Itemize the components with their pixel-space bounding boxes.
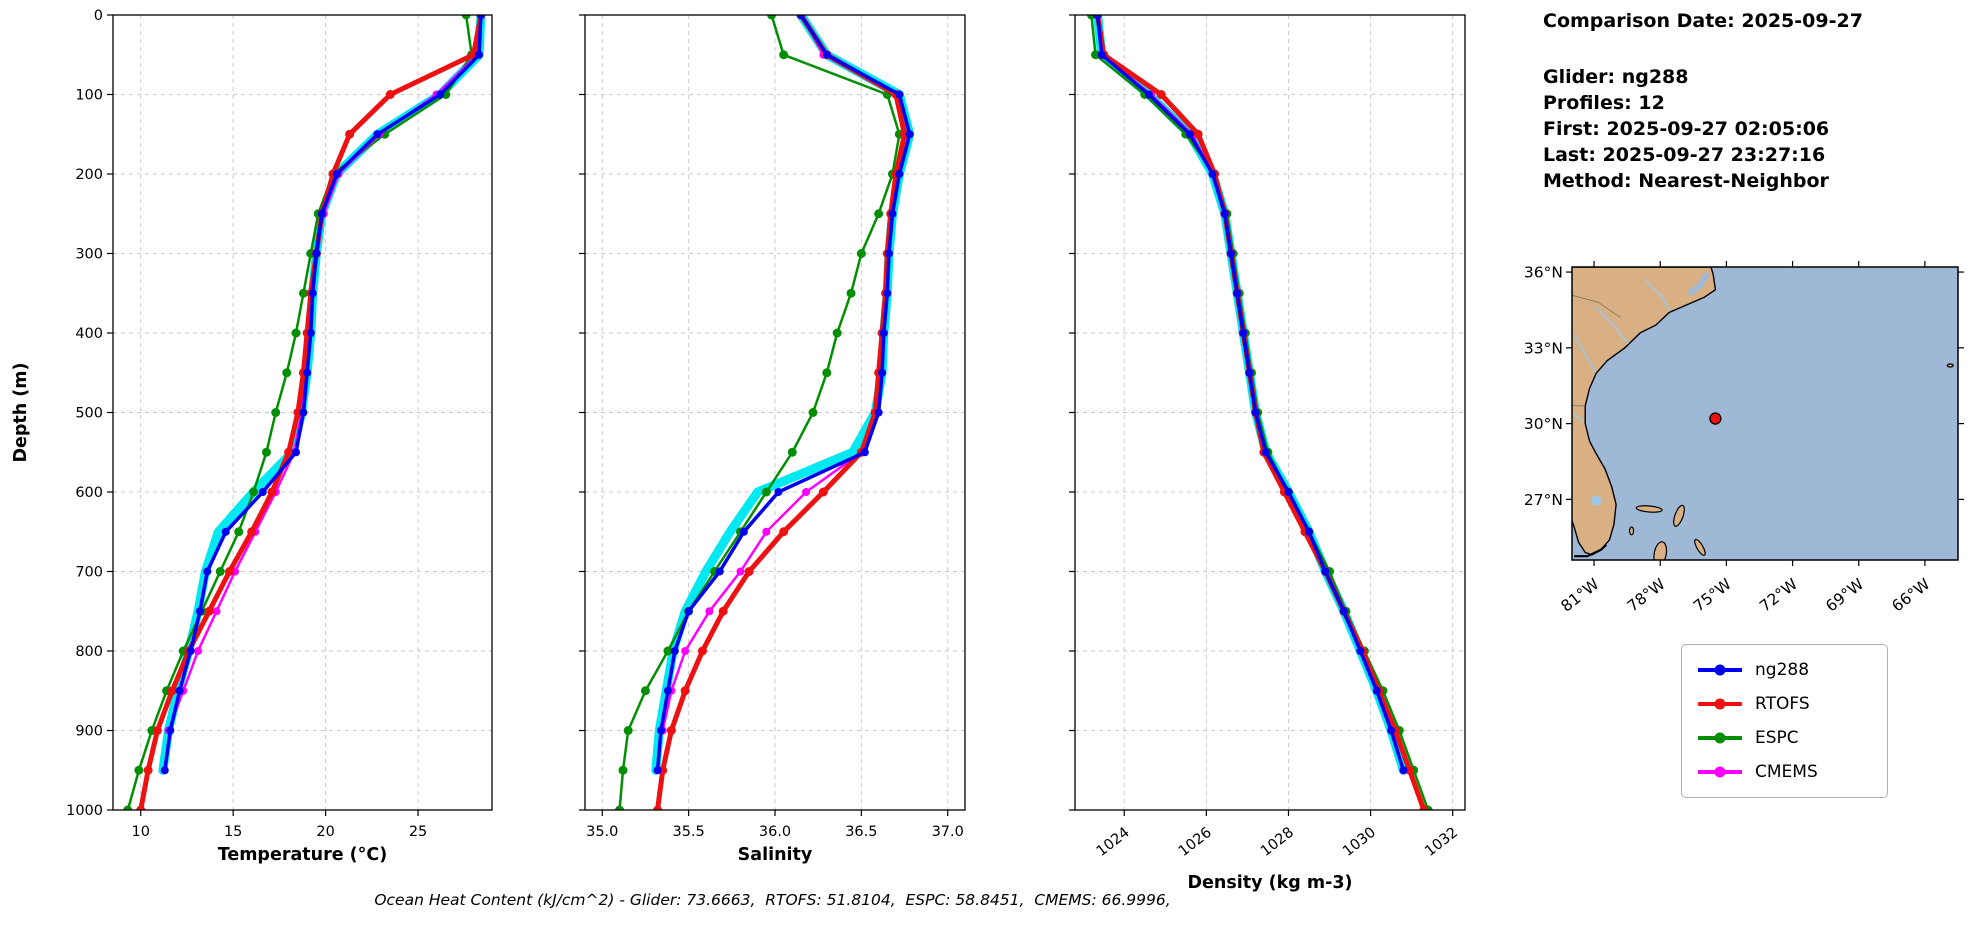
river [1572,412,1585,423]
svg-text:25: 25 [409,824,427,840]
svg-text:Temperature (°C): Temperature (°C) [218,845,388,865]
island [1628,526,1635,536]
series-ng288 [163,14,483,773]
river [1595,306,1629,345]
legend-line-marker [1698,698,1742,710]
svg-text:35.5: 35.5 [672,824,704,840]
svg-text:1028: 1028 [1258,825,1297,860]
legend-item-rtofs: RTOFS [1698,687,1871,721]
location-map: 81°W 78°W 75°W 72°W 69°W 66°W 36°N 33°N 30°N 27°N [1524,261,1964,616]
svg-text:66°W: 66°W [1889,575,1934,616]
legend: ng288 RTOFS ESPC CMEMS [1681,644,1888,798]
lake [1591,495,1602,506]
svg-text:1030: 1030 [1340,825,1379,860]
comparison-date-text: Comparison Date: 2025-09-27 [1543,10,1863,32]
first-profile-time-text: First: 2025-09-27 02:05:06 [1543,118,1830,140]
island [1635,505,1663,513]
svg-text:36.5: 36.5 [845,824,877,840]
series-ng288 [1095,14,1406,773]
svg-text:100: 100 [75,88,103,104]
island [1673,504,1685,527]
svg-text:30°N: 30°N [1524,415,1563,433]
svg-text:800: 800 [75,644,103,660]
svg-text:1026: 1026 [1176,825,1215,860]
svg-text:78°W: 78°W [1624,575,1669,616]
svg-text:1032: 1032 [1422,825,1461,860]
svg-text:500: 500 [75,406,103,422]
svg-text:20: 20 [316,824,334,840]
method-text: Method: Nearest-Neighbor [1543,170,1829,192]
legend-item-ng288: ng288 [1698,653,1871,687]
svg-text:15: 15 [224,824,242,840]
svg-text:600: 600 [75,485,103,501]
profiles-count-text: Profiles: 12 [1543,92,1665,114]
svg-text:700: 700 [75,565,103,581]
legend-line-marker [1698,766,1742,778]
svg-text:69°W: 69°W [1822,575,1867,616]
density-profile-chart: 1024 1026 1028 1030 1032 Density (kg m-3) [1069,14,1466,893]
svg-text:Salinity: Salinity [738,845,813,865]
series-CMEMS [167,14,483,732]
legend-label: ESPC [1755,728,1799,748]
svg-text:75°W: 75°W [1690,575,1735,616]
svg-text:Depth (m): Depth (m) [11,362,31,462]
series-glider-raw [158,14,486,775]
svg-text:27°N: 27°N [1524,491,1563,509]
river [1573,334,1596,373]
legend-item-espc: ESPC [1698,721,1871,755]
metadata-block: Comparison Date: 2025-09-27 Glider: ng28… [1543,8,1863,194]
svg-text:200: 200 [75,167,103,183]
legend-label: CMEMS [1755,762,1818,782]
land-coastline [1572,267,1717,556]
svg-text:81°W: 81°W [1558,575,1603,616]
river [1644,279,1671,312]
svg-text:1024: 1024 [1094,825,1133,860]
legend-line-marker [1698,732,1742,744]
legend-item-cmems: CMEMS [1698,755,1871,789]
svg-text:10: 10 [132,824,150,840]
series-CMEMS [661,14,908,732]
legend-label: ng288 [1755,660,1810,680]
svg-text:36.0: 36.0 [759,824,791,840]
series-ng288 [655,14,912,773]
legend-line-marker [1698,664,1742,676]
svg-text:400: 400 [75,326,103,342]
svg-text:Density (kg m-3): Density (kg m-3) [1187,873,1352,893]
svg-text:37.0: 37.0 [932,824,964,840]
temperature-profile-chart: 10 15 20 25 0 100 200 300 400 500 600 700 800 900 1000… [11,8,493,865]
last-profile-time-text: Last: 2025-09-27 23:27:16 [1543,144,1826,166]
svg-text:1000: 1000 [66,803,103,819]
svg-text:33°N: 33°N [1524,339,1563,357]
island [1694,538,1706,556]
svg-text:72°W: 72°W [1756,575,1801,616]
svg-text:300: 300 [75,247,103,263]
svg-text:35.0: 35.0 [586,824,618,840]
series-glider-raw [651,14,915,775]
glider-name-text: Glider: ng288 [1543,66,1689,88]
island [1946,363,1954,368]
series-RTOFS [138,14,484,811]
svg-text:36°N: 36°N [1524,264,1563,282]
salinity-profile-chart: 35.0 35.5 36.0 36.5 37.0 Salinity [579,14,966,865]
glider-location-marker [1709,412,1722,425]
legend-label: RTOFS [1755,694,1810,714]
svg-text:900: 900 [75,724,103,740]
florida-keys [1574,543,1607,558]
ocean-heat-content-caption: Ocean Heat Content (kJ/cm^2) - Glider: 7… [374,891,1171,909]
svg-text:0: 0 [94,8,103,24]
